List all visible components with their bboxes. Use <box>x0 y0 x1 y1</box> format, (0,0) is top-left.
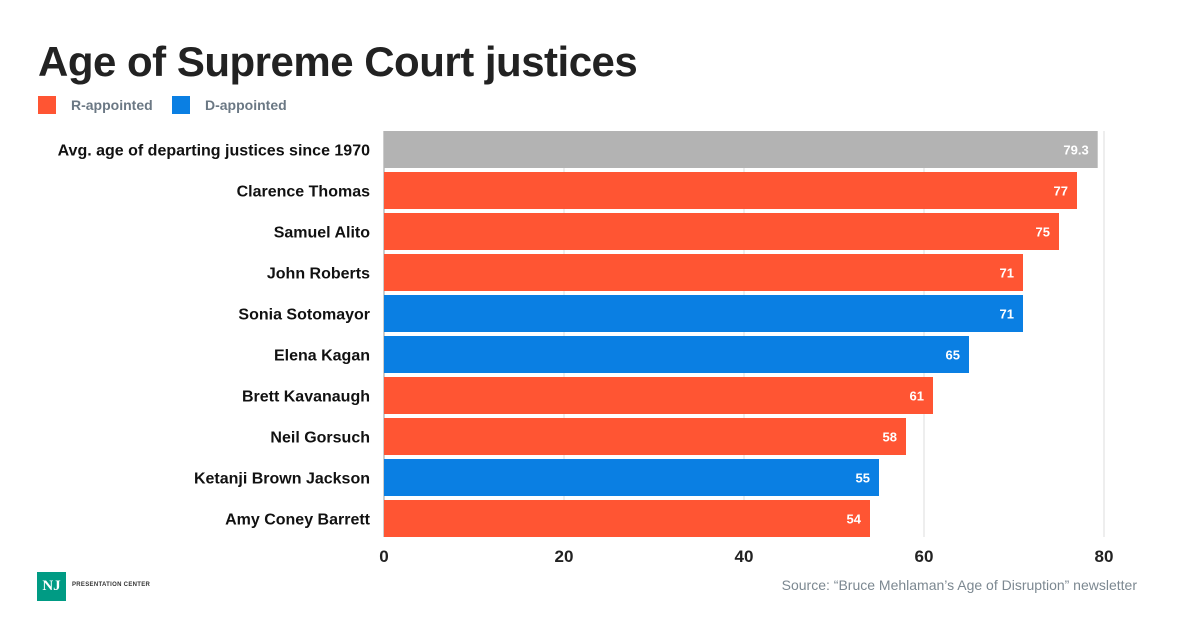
bar <box>384 500 870 537</box>
data-label: 61 <box>910 389 924 404</box>
category-label: Elena Kagan <box>274 348 370 365</box>
category-label: Clarence Thomas <box>237 184 370 201</box>
data-label: 77 <box>1054 184 1068 199</box>
x-tick-label: 80 <box>1095 547 1114 566</box>
data-label: 65 <box>946 348 960 363</box>
bar <box>384 295 1023 332</box>
category-label: John Roberts <box>267 266 370 283</box>
bar <box>384 254 1023 291</box>
logo-text: PRESENTATION CENTER <box>72 582 151 588</box>
legend-swatch-r <box>38 96 56 114</box>
data-label: 58 <box>883 430 897 445</box>
bar <box>384 377 933 414</box>
category-label: Avg. age of departing justices since 197… <box>58 143 371 160</box>
data-label: 71 <box>1000 307 1014 322</box>
legend-r: R-appointed <box>38 96 153 114</box>
bar <box>384 213 1059 250</box>
data-label: 54 <box>847 512 862 527</box>
chart-title: Age of Supreme Court justices <box>38 38 638 85</box>
x-tick-label: 60 <box>915 547 934 566</box>
source-note: Source: “Bruce Mehlaman’s Age of Disrupt… <box>781 577 1137 593</box>
x-tick-label: 0 <box>379 547 388 566</box>
bar <box>384 418 906 455</box>
nj-logo: NJ <box>37 572 66 601</box>
category-label: Brett Kavanaugh <box>242 389 370 406</box>
data-label: 75 <box>1036 225 1050 240</box>
data-label: 55 <box>856 471 870 486</box>
category-label: Sonia Sotomayor <box>238 307 370 324</box>
x-tick-label: 40 <box>735 547 754 566</box>
bar <box>384 336 969 373</box>
legend-label-d: D-appointed <box>205 97 287 113</box>
category-label: Amy Coney Barrett <box>225 512 371 529</box>
legend-label-r: R-appointed <box>71 97 153 113</box>
category-label: Ketanji Brown Jackson <box>194 471 370 488</box>
legend-d: D-appointed <box>172 96 287 114</box>
bar <box>384 131 1098 168</box>
bar <box>384 459 879 496</box>
category-label: Samuel Alito <box>274 225 371 242</box>
data-label: 71 <box>1000 266 1014 281</box>
bar <box>384 172 1077 209</box>
legend-swatch-d <box>172 96 190 114</box>
data-label: 79.3 <box>1063 143 1088 158</box>
x-tick-label: 20 <box>555 547 574 566</box>
category-label: Neil Gorsuch <box>270 430 370 447</box>
